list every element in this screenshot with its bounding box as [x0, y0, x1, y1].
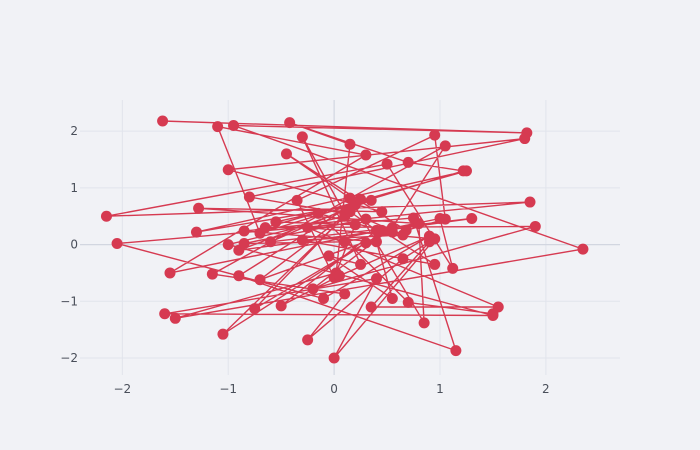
data-point [397, 253, 409, 265]
data-point [360, 149, 372, 161]
data-point [259, 222, 271, 234]
data-point [164, 267, 176, 279]
data-point [157, 115, 169, 127]
data-point [386, 226, 398, 238]
data-point [339, 236, 351, 248]
data-point [228, 120, 240, 132]
data-point [402, 156, 414, 168]
x-tick-label: 2 [542, 382, 550, 396]
y-tick-label: −2 [60, 351, 78, 365]
data-point [222, 164, 234, 176]
data-point [360, 237, 372, 249]
data-point [275, 300, 287, 312]
data-point [439, 140, 451, 152]
data-point [339, 288, 351, 300]
data-point [238, 225, 250, 237]
series-layer [100, 115, 589, 364]
data-point [529, 220, 541, 232]
data-point [460, 165, 472, 177]
data-point [217, 328, 229, 340]
data-point [302, 222, 314, 234]
data-point [447, 262, 459, 274]
data-point [193, 202, 205, 214]
x-tick-label: 1 [436, 382, 444, 396]
data-point [344, 138, 356, 150]
x-tick-label: −2 [114, 382, 132, 396]
data-point [355, 258, 367, 270]
y-tick-label: 0 [70, 238, 78, 252]
data-point [418, 317, 430, 329]
data-point [222, 239, 234, 251]
data-point [360, 213, 372, 225]
data-point [291, 194, 303, 206]
data-point [466, 213, 478, 225]
y-axis-ticks: −2 −1 0 1 2 [60, 124, 78, 365]
data-point [355, 193, 367, 205]
data-point [254, 274, 266, 286]
data-point [386, 292, 398, 304]
data-point [402, 296, 414, 308]
data-point [408, 212, 420, 224]
data-point [381, 158, 393, 170]
data-point [296, 234, 308, 246]
data-point [370, 236, 382, 248]
x-axis-ticks: −2 −1 0 1 2 [114, 382, 550, 396]
data-point [280, 148, 292, 160]
data-point [233, 270, 245, 282]
data-point [328, 352, 340, 364]
data-point [487, 308, 499, 320]
data-point [296, 131, 308, 143]
data-point [349, 219, 361, 231]
data-point [312, 207, 324, 219]
data-point [450, 345, 462, 357]
data-point [344, 206, 356, 218]
x-tick-label: 0 [330, 382, 338, 396]
data-point [397, 229, 409, 241]
y-tick-label: 1 [70, 181, 78, 195]
data-point [333, 270, 345, 282]
data-point [111, 237, 123, 249]
data-point [439, 213, 451, 225]
data-point [190, 226, 202, 238]
data-point [376, 224, 388, 236]
data-point [307, 283, 319, 295]
x-tick-label: −1 [219, 382, 237, 396]
data-point [206, 268, 218, 280]
data-point [212, 121, 224, 133]
data-point [376, 206, 388, 218]
y-tick-label: −1 [60, 294, 78, 308]
data-point [423, 230, 435, 242]
data-point [365, 301, 377, 313]
data-point [265, 236, 277, 248]
data-point [169, 312, 181, 324]
data-point [284, 117, 296, 129]
data-point [577, 243, 589, 255]
data-point [100, 210, 112, 222]
data-point [243, 191, 255, 203]
data-point [249, 303, 261, 315]
data-point [238, 237, 250, 249]
data-point [524, 196, 536, 208]
data-point [323, 250, 335, 262]
data-point [519, 133, 531, 145]
data-point [429, 129, 441, 141]
data-point [429, 258, 441, 270]
data-point [365, 194, 377, 206]
data-point [318, 292, 330, 304]
data-point [302, 334, 314, 346]
data-point [370, 273, 382, 285]
y-tick-label: 2 [70, 124, 78, 138]
data-point [159, 308, 171, 320]
data-point [270, 216, 282, 228]
